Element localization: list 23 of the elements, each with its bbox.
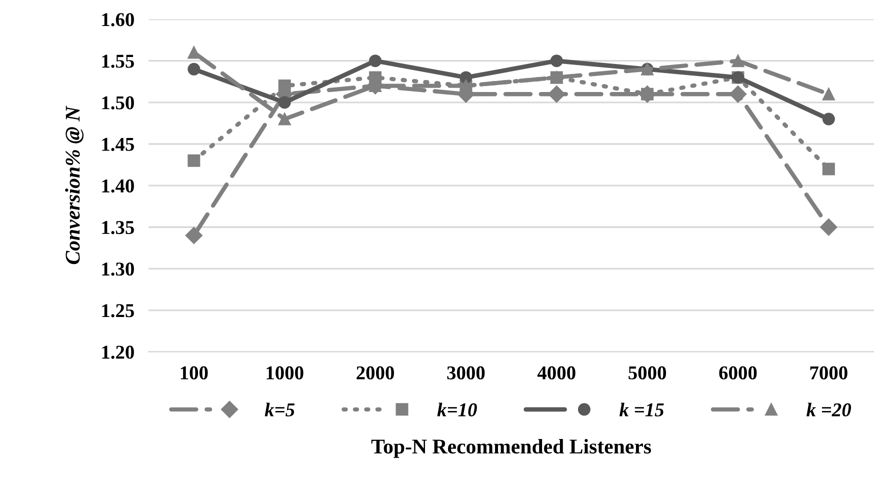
- legend-label: k=10: [437, 402, 477, 416]
- x-tick-label: 3000: [447, 366, 485, 380]
- y-axis-title: Conversion% @ N: [65, 106, 84, 264]
- x-tick-label: 2000: [356, 366, 394, 380]
- x-tick-label: 4000: [537, 366, 576, 380]
- y-tick-label: 1.50: [102, 96, 134, 110]
- x-tick-label: 100: [180, 366, 208, 380]
- y-tick-label: 1.35: [102, 221, 134, 234]
- y-tick-label: 1.30: [102, 262, 134, 276]
- x-tick-label: 7000: [810, 366, 848, 380]
- y-tick-label: 1.45: [102, 138, 134, 152]
- x-axis-title: Top-N Recommended Listeners: [371, 438, 652, 458]
- x-tick-label: 5000: [628, 366, 666, 380]
- legend-label: k =20: [806, 402, 852, 416]
- y-tick-label: 1.25: [102, 304, 134, 318]
- y-tick-label: 1.40: [102, 179, 134, 193]
- y-tick-label: 1.20: [102, 346, 134, 359]
- y-tick-label: 1.60: [102, 13, 134, 26]
- y-tick-label: 1.55: [102, 54, 134, 68]
- x-tick-label: 1000: [266, 366, 304, 380]
- legend-label: k =15: [619, 402, 664, 416]
- legend-label: k=5: [264, 402, 295, 416]
- x-tick-label: 6000: [719, 366, 757, 380]
